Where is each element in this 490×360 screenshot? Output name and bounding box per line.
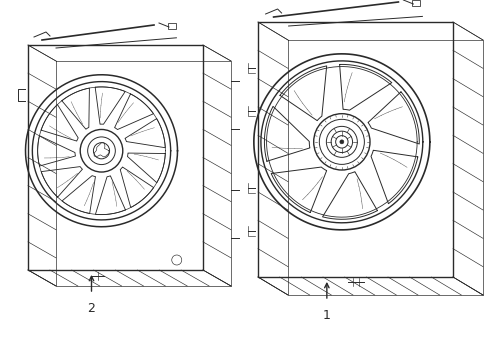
- Circle shape: [340, 140, 344, 144]
- Bar: [413, 0, 420, 6]
- Text: 1: 1: [323, 309, 331, 322]
- Text: 2: 2: [88, 302, 96, 315]
- Bar: [168, 23, 176, 29]
